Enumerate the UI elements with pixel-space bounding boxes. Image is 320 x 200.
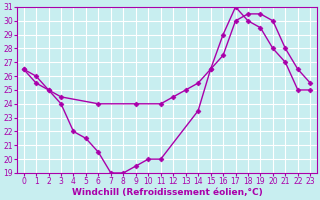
X-axis label: Windchill (Refroidissement éolien,°C): Windchill (Refroidissement éolien,°C) [72, 188, 262, 197]
